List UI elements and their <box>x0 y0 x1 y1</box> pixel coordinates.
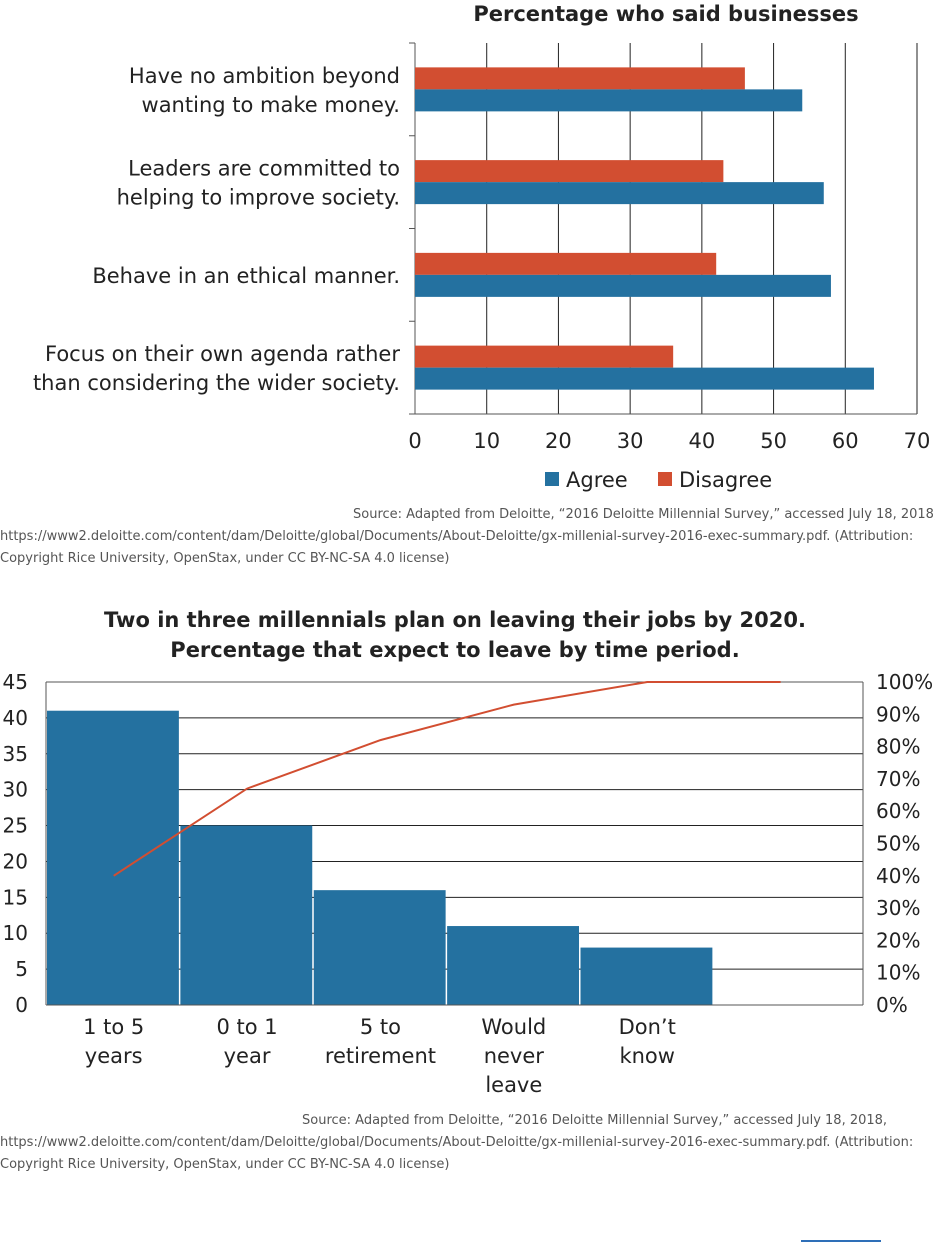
source-license-line: Copyright Rice University, OpenStax, und… <box>0 551 450 566</box>
category-label: Leaders are committed to <box>128 157 400 181</box>
x-tick-label: 20 <box>545 429 572 453</box>
bar <box>313 890 446 1005</box>
category-label: Behave in an ethical manner. <box>92 264 400 288</box>
bar <box>47 710 179 1005</box>
x-category-label: 0 to 1 <box>216 1015 277 1039</box>
category-label: Have no ambition beyond <box>129 64 400 88</box>
millennials-leaving-pareto-chart: Two in three millennials plan on leaving… <box>3 608 934 1097</box>
secondary-y-tick-label: 40% <box>876 864 920 888</box>
page-link-underline[interactable] <box>801 1240 881 1242</box>
secondary-y-tick-label: 50% <box>876 832 920 856</box>
legend-label-disagree: Disagree <box>679 468 772 492</box>
x-tick-label: 70 <box>904 429 931 453</box>
y-tick-label: 35 <box>3 742 28 766</box>
secondary-y-tick-label: 30% <box>876 896 920 920</box>
secondary-y-tick-label: 80% <box>876 735 920 759</box>
secondary-y-tick-label: 60% <box>876 799 920 823</box>
secondary-y-tick-label: 20% <box>876 928 920 952</box>
chart-title: Percentage that expect to leave by time … <box>170 638 739 662</box>
secondary-y-tick-label: 100% <box>876 670 933 694</box>
chart2-source-note: Source: Adapted from Deloitte, “2016 Del… <box>0 1110 935 1176</box>
x-category-label: 5 to <box>360 1015 401 1039</box>
x-category-label: never <box>484 1044 545 1068</box>
y-tick-label: 10 <box>3 921 28 945</box>
source-line: Source: Adapted from Deloitte, “2016 Del… <box>302 1113 888 1128</box>
source-license-line: Copyright Rice University, OpenStax, und… <box>0 1157 450 1172</box>
y-tick-label: 25 <box>3 814 28 838</box>
bar-disagree <box>415 160 724 183</box>
x-tick-label: 30 <box>617 429 644 453</box>
secondary-y-tick-label: 10% <box>876 961 920 985</box>
x-category-label: Would <box>481 1015 546 1039</box>
bar-agree <box>415 274 831 297</box>
bar-disagree <box>415 252 717 275</box>
bar-disagree <box>415 67 745 90</box>
y-tick-label: 15 <box>3 885 28 909</box>
y-tick-label: 45 <box>3 670 28 694</box>
x-category-label: leave <box>485 1073 542 1097</box>
source-line: Source: Adapted from Deloitte, “2016 Del… <box>353 507 935 522</box>
source-url-line: https://www2.deloitte.com/content/dam/De… <box>0 529 914 544</box>
x-category-label: 1 to 5 <box>83 1015 144 1039</box>
x-tick-label: 0 <box>408 429 421 453</box>
bar <box>180 825 313 1005</box>
bar-disagree <box>415 345 674 368</box>
bar-agree <box>415 182 824 205</box>
x-tick-label: 60 <box>832 429 859 453</box>
x-tick-label: 10 <box>473 429 500 453</box>
secondary-y-tick-label: 70% <box>876 767 920 791</box>
chart1-source-note: Source: Adapted from Deloitte, “2016 Del… <box>0 504 935 570</box>
x-category-label: years <box>85 1044 143 1068</box>
bar-agree <box>415 89 803 112</box>
category-label: helping to improve society. <box>117 186 400 210</box>
bar <box>447 926 580 1005</box>
y-tick-label: 0 <box>15 993 28 1017</box>
y-tick-label: 40 <box>3 706 28 730</box>
source-url-line: https://www2.deloitte.com/content/dam/De… <box>0 1135 914 1150</box>
chart-title: Two in three millennials plan on leaving… <box>104 608 806 632</box>
y-tick-label: 5 <box>15 957 28 981</box>
x-category-label: know <box>619 1044 675 1068</box>
x-category-label: year <box>224 1044 271 1068</box>
category-label: than considering the wider society. <box>33 371 400 395</box>
secondary-y-tick-label: 0% <box>876 993 908 1017</box>
bar-agree <box>415 367 874 390</box>
bar <box>580 947 713 1005</box>
y-tick-label: 20 <box>3 849 28 873</box>
y-tick-label: 30 <box>3 778 28 802</box>
category-label: Focus on their own agenda rather <box>45 342 400 366</box>
x-tick-label: 40 <box>688 429 715 453</box>
chart-title: Percentage who said businesses <box>473 2 858 26</box>
cumulative-percent-line <box>113 681 781 877</box>
legend-swatch-agree <box>545 472 559 486</box>
x-category-label: Don’t <box>619 1015 676 1039</box>
x-category-label: retirement <box>325 1044 436 1068</box>
x-tick-label: 50 <box>760 429 787 453</box>
legend-label-agree: Agree <box>566 468 628 492</box>
secondary-y-tick-label: 90% <box>876 702 920 726</box>
survey-horizontal-bar-chart: Percentage who said businesses Have no am… <box>33 2 931 492</box>
legend-swatch-disagree <box>658 472 672 486</box>
category-label: wanting to make money. <box>142 93 400 117</box>
